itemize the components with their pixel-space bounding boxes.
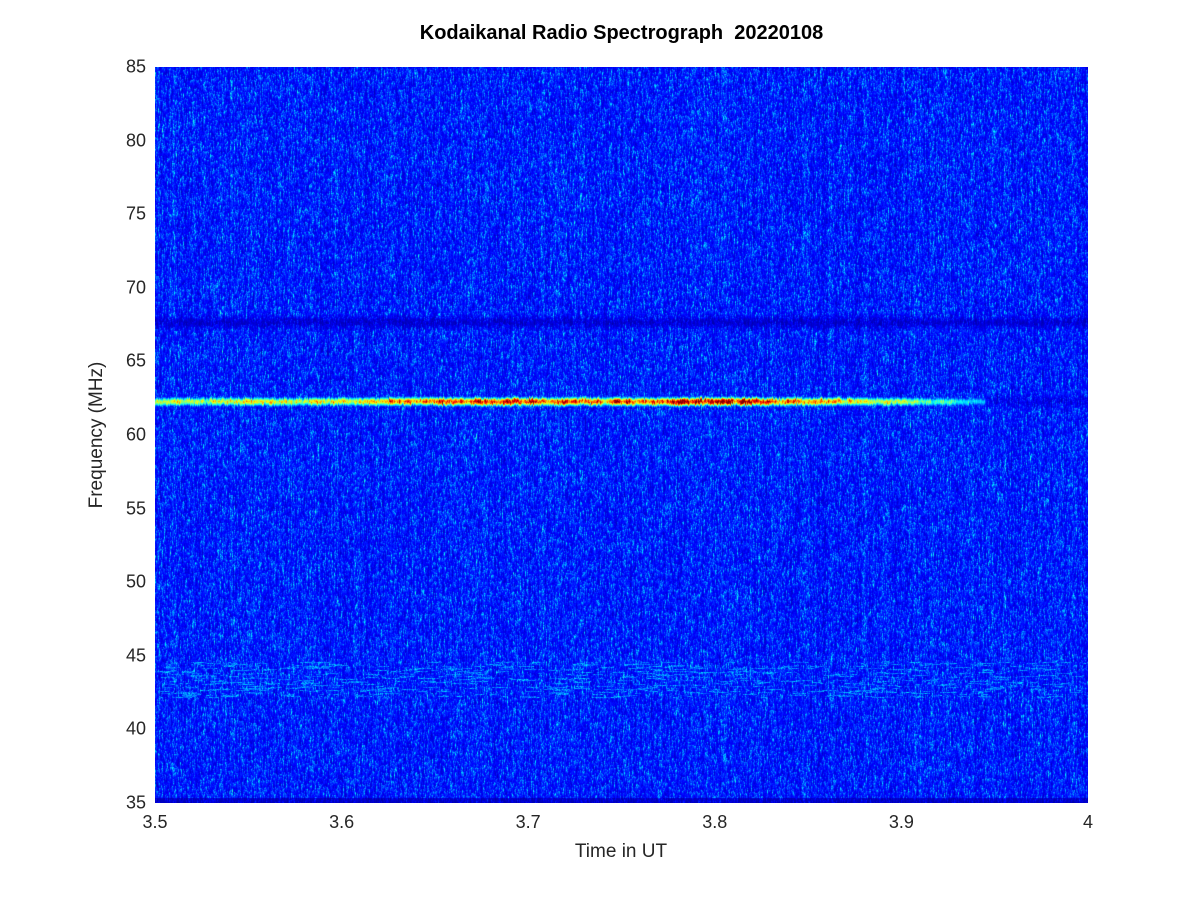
y-tick-label: 50 [125,571,146,592]
y-tick-label: 60 [125,424,146,445]
spectrogram-heatmap [155,67,1088,803]
y-tick-label: 55 [125,498,146,519]
y-tick-label: 45 [125,645,146,666]
y-tick-label: 65 [125,350,146,371]
y-tick-label: 40 [125,718,146,739]
x-axis-label: Time in UT [574,841,668,862]
x-tick-label: 3.5 [142,812,168,832]
x-tick-label: 3.7 [515,812,541,832]
x-tick-label: 3.6 [329,812,355,832]
chart-title: Kodaikanal Radio Spectrograph 20220108 [419,22,824,44]
y-tick-label: 35 [125,792,146,813]
x-tick-label: 3.8 [702,812,728,832]
y-tick-label: 70 [125,277,146,298]
x-tick-label: 3.9 [888,812,914,832]
y-tick-label: 85 [125,56,146,77]
y-tick-label: 80 [125,130,146,151]
y-tick-label: 75 [125,203,146,224]
x-tick-label: 4 [1082,812,1094,832]
y-axis-label: Frequency (MHz) [86,361,107,509]
